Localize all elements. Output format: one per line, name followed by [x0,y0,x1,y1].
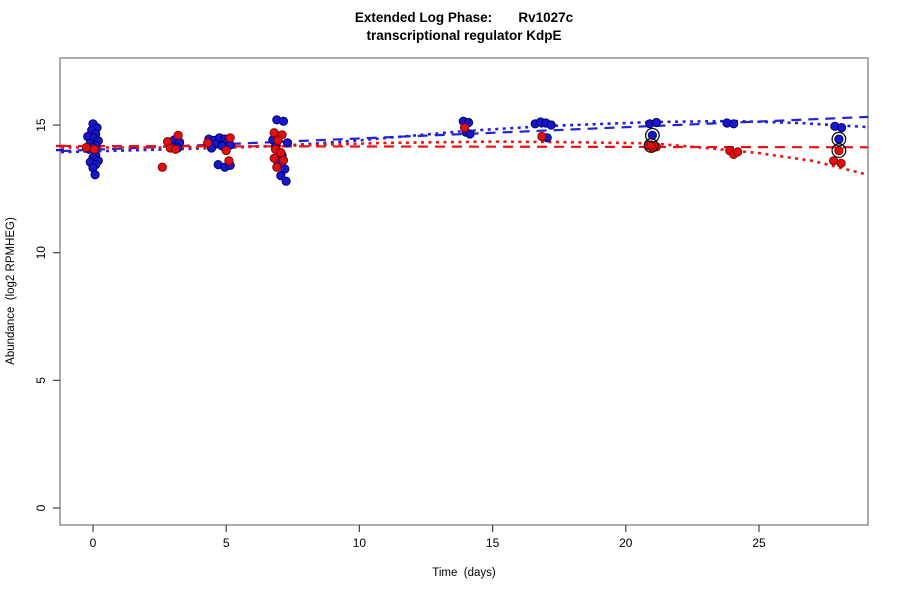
x-tick-label: 10 [353,536,367,550]
red-data-point [276,148,286,158]
highlight-circle-mark [831,131,847,147]
x-tick-label: 0 [90,536,97,550]
blue-data-point [282,138,293,148]
red-data-point [157,162,167,172]
red-data-point [829,156,839,166]
red-data-point [834,146,844,156]
red-data-point [460,123,470,133]
red-data-point [224,156,234,166]
red-data-point [273,135,283,145]
data-points [81,115,847,186]
highlight-circle-mark [643,138,659,153]
blue-data-point [651,117,662,128]
red-data-point [221,146,231,156]
highlight-circle-mark [831,143,847,159]
highlight-circles [643,127,847,159]
red-data-point [89,144,99,154]
y-tick-label: 5 [34,377,48,384]
red-smooth-fit-line [61,140,869,177]
x-tick-label: 25 [752,536,766,550]
red-data-point [537,131,547,142]
red-data-point [225,133,235,143]
red-data-point [733,147,743,157]
red-data-point [278,155,289,165]
blue-data-point [465,129,475,139]
chart-title-line2: transcriptional regulator KdpE [366,28,561,43]
blue-data-point [834,134,844,144]
red-data-point [173,130,183,140]
x-tick-label: 5 [223,536,230,550]
red-data-point [203,138,213,148]
x-axis-title: Time (days) [432,567,496,579]
blue-data-point [837,123,847,133]
red-data-point [81,142,91,153]
chart-title-line1: Extended Log Phase: Rv1027c [355,10,574,25]
y-tick-label: 0 [34,504,48,511]
blue-data-point [276,171,286,181]
blue-data-point [281,176,291,186]
red-data-point [171,144,181,154]
red-data-point [272,162,282,172]
plot-box [59,57,869,526]
axis-ticks: 0 5 10 15 20 25 0 5 10 15 [34,118,766,550]
y-axis-title: Abundance (log2 RPMHEG) [5,217,17,365]
red-data-point [269,153,279,163]
blue-data-point [729,119,739,129]
red-data-point [646,140,656,150]
highlight-circle-mark [644,127,660,143]
blue-data-point [278,116,289,126]
blue-data-point [90,170,100,180]
y-tick-label: 10 [34,246,48,260]
axis-rug-marks [56,144,64,152]
x-tick-label: 15 [486,536,500,550]
red-data-point [836,158,846,168]
x-tick-label: 20 [619,536,633,550]
y-tick-label: 15 [34,118,48,132]
red-data-point [269,128,279,138]
blue-data-point [546,120,556,130]
red-linear-fit-line [60,144,869,149]
